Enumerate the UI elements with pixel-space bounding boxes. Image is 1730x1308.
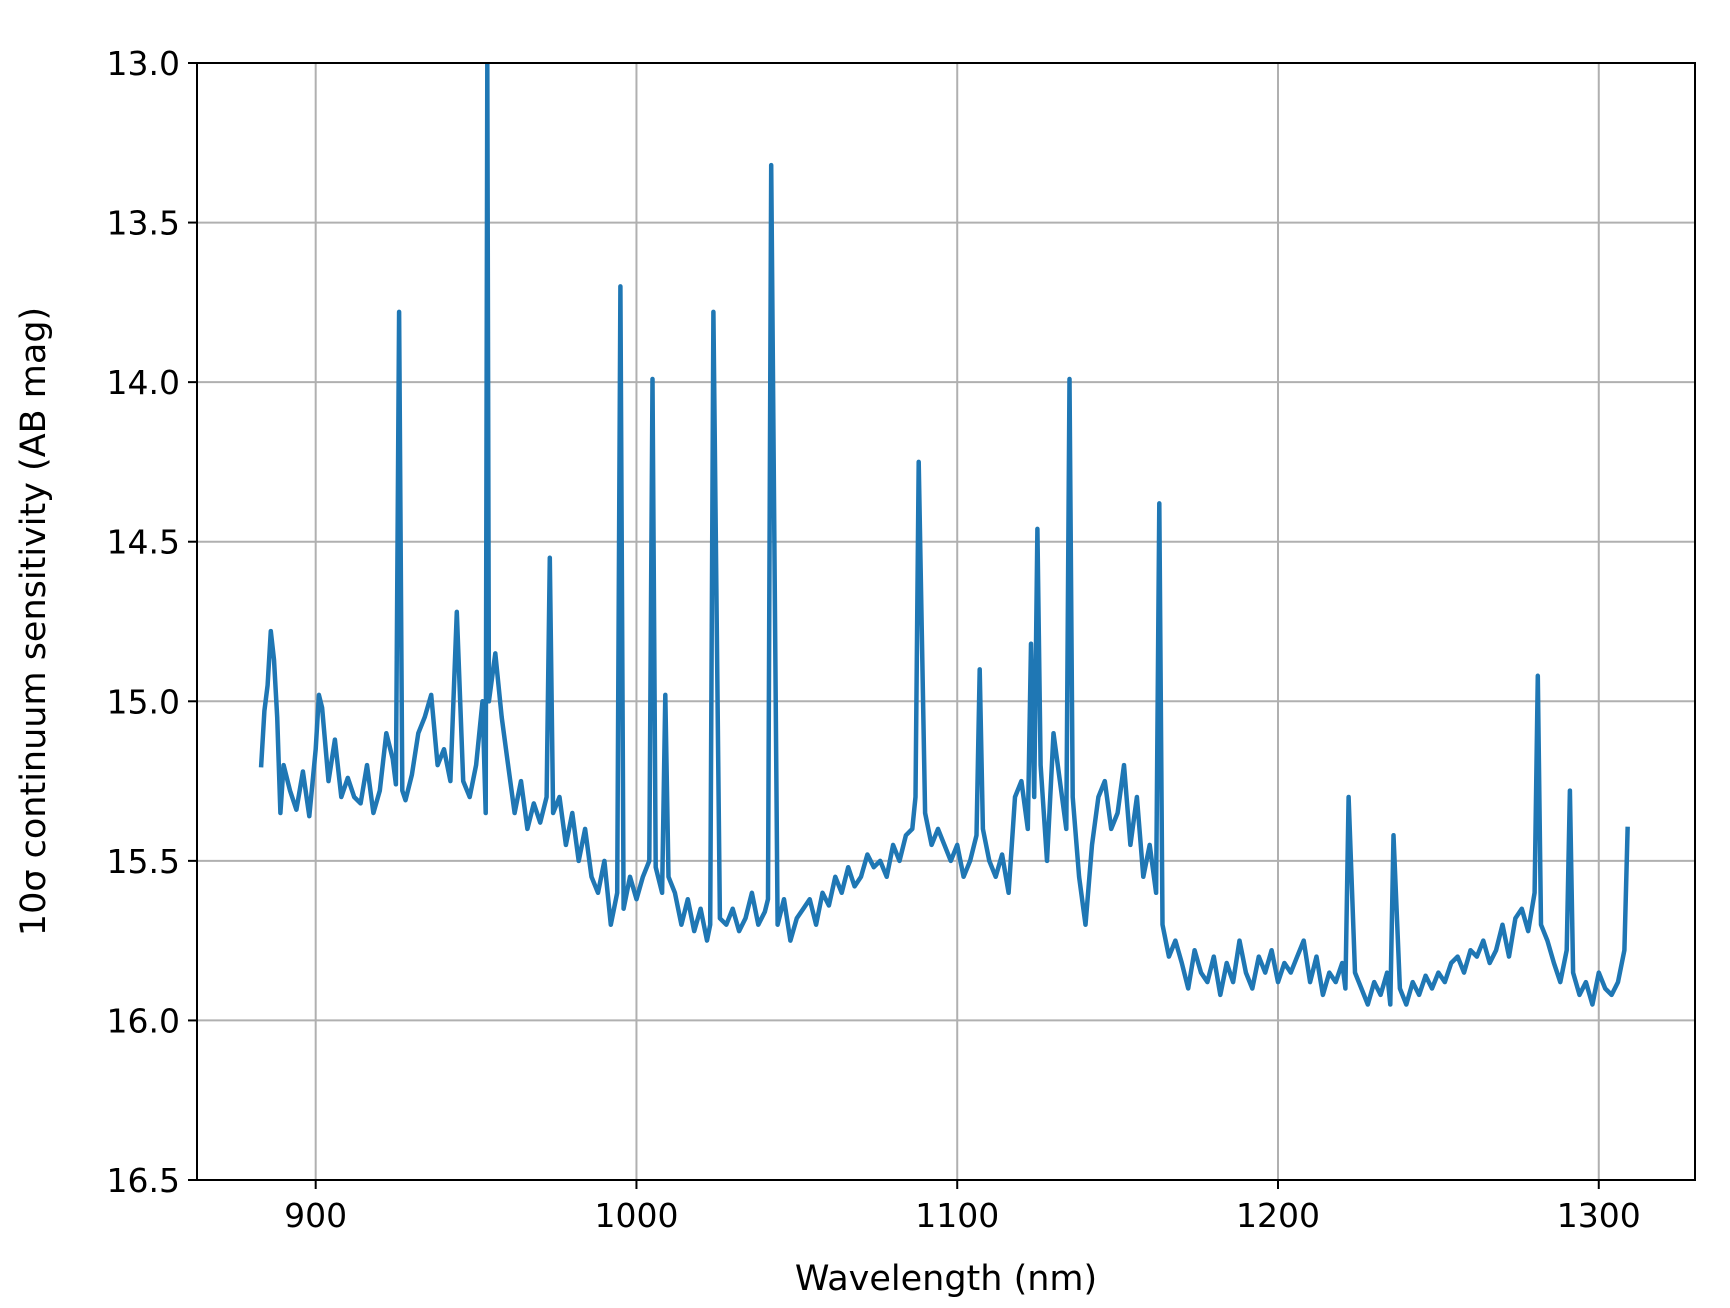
x-tick-label: 1200 [1236, 1196, 1320, 1235]
ticks: 900 1000 1100 1200 1300 13.0 13.5 14.0 14.5 15.0 1… [107, 44, 1641, 1235]
x-tick-label: 900 [284, 1196, 347, 1235]
y-tick-label: 16.5 [107, 1161, 180, 1200]
series-line [258, 63, 1630, 1007]
y-tick-label: 13.0 [107, 44, 180, 83]
x-tick-label: 1100 [915, 1196, 999, 1235]
y-tick-label: 15.5 [107, 842, 180, 881]
x-tick-label: 1300 [1557, 1196, 1641, 1235]
y-axis-label: 10σ continuum sensitivity (AB mag) [14, 307, 54, 936]
plot-frame [196, 62, 1696, 1181]
y-tick-label: 15.0 [107, 682, 180, 721]
y-tick-label: 14.5 [107, 523, 180, 562]
y-tick-label: 13.5 [107, 204, 180, 243]
x-tick-label: 1000 [594, 1196, 678, 1235]
x-axis-label: Wavelength (nm) [795, 1259, 1097, 1299]
series-layer [258, 63, 1630, 1007]
y-tick-label: 16.0 [107, 1001, 180, 1040]
y-tick-label: 14.0 [107, 363, 180, 402]
